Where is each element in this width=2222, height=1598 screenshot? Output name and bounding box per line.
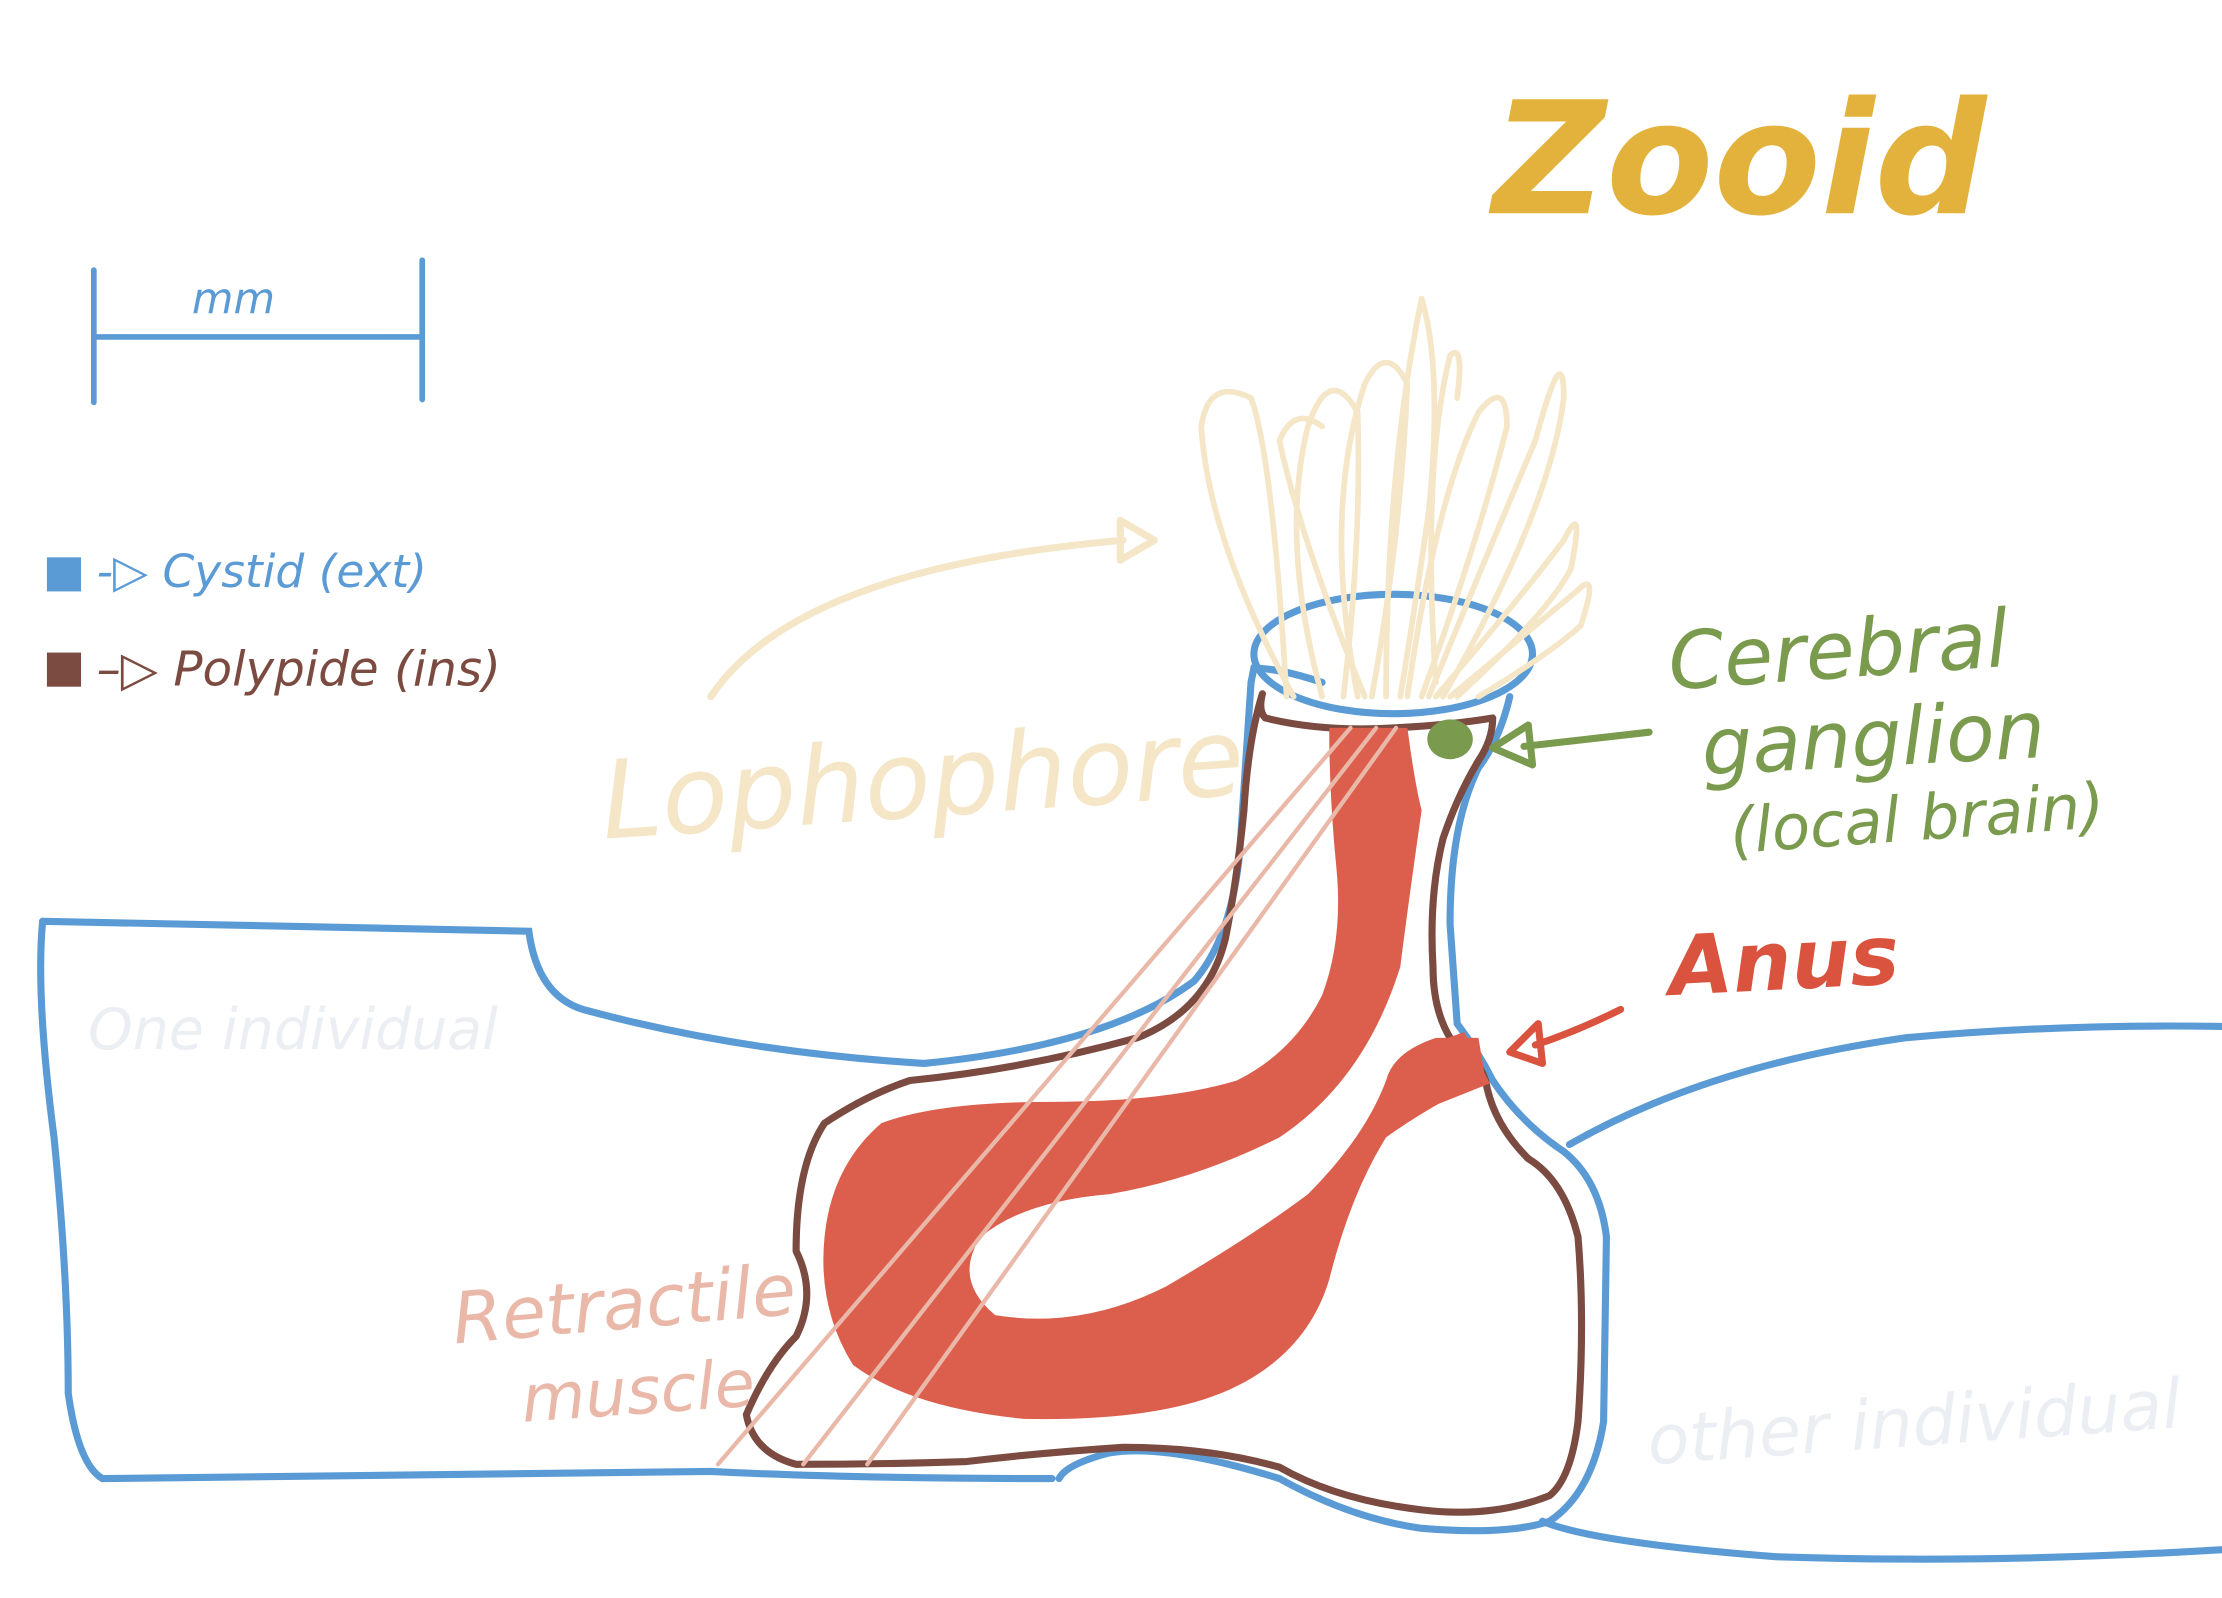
other-individual-outline [1538,1022,2222,1563]
zooid-orifice [1250,590,1537,718]
label-one-individual: One individual [88,997,498,1063]
legend-label-polypide: –▷ Polypide (ins) [97,641,501,697]
anus-segment [1414,1032,1490,1107]
gut [823,727,1486,1420]
lophophore-arrow-head [1116,516,1158,564]
cerebral-ganglion [1427,719,1473,760]
cerebral-arrow [1520,728,1653,750]
legend-swatch-cystid [46,557,82,592]
label-retractile-line1: Retractile [449,1248,799,1361]
cerebral-arrow-head [1489,721,1537,769]
one-individual-outline [39,678,1255,1068]
anus-arrow [1531,1005,1625,1049]
legend-label-cystid: -▷ Cystid (ext) [97,545,427,598]
label-other-individual: other individual [1645,1365,2184,1481]
label-lophophore: Lophophore [597,695,1248,865]
scale-bar: mm [90,257,426,406]
one-individual-outline-left [37,917,1056,1483]
retractile-muscle [715,725,1399,1467]
legend-swatch-polypide [46,652,82,687]
diagram-title: Zooid [1488,68,1989,250]
legend: -▷ Cystid (ext) –▷ Polypide (ins) [46,545,501,697]
anus-arrow-head [1506,1020,1547,1067]
label-retractile-line2: muscle [519,1346,757,1438]
label-anus: Anus [1660,907,1901,1015]
label-cerebral-line2: ganglion [1699,683,2047,794]
polypide-wall [742,690,1586,1516]
lophophore-tentacles [1198,295,1593,700]
lophophore-arrow [707,536,1127,701]
scale-bar-label: mm [192,274,275,324]
